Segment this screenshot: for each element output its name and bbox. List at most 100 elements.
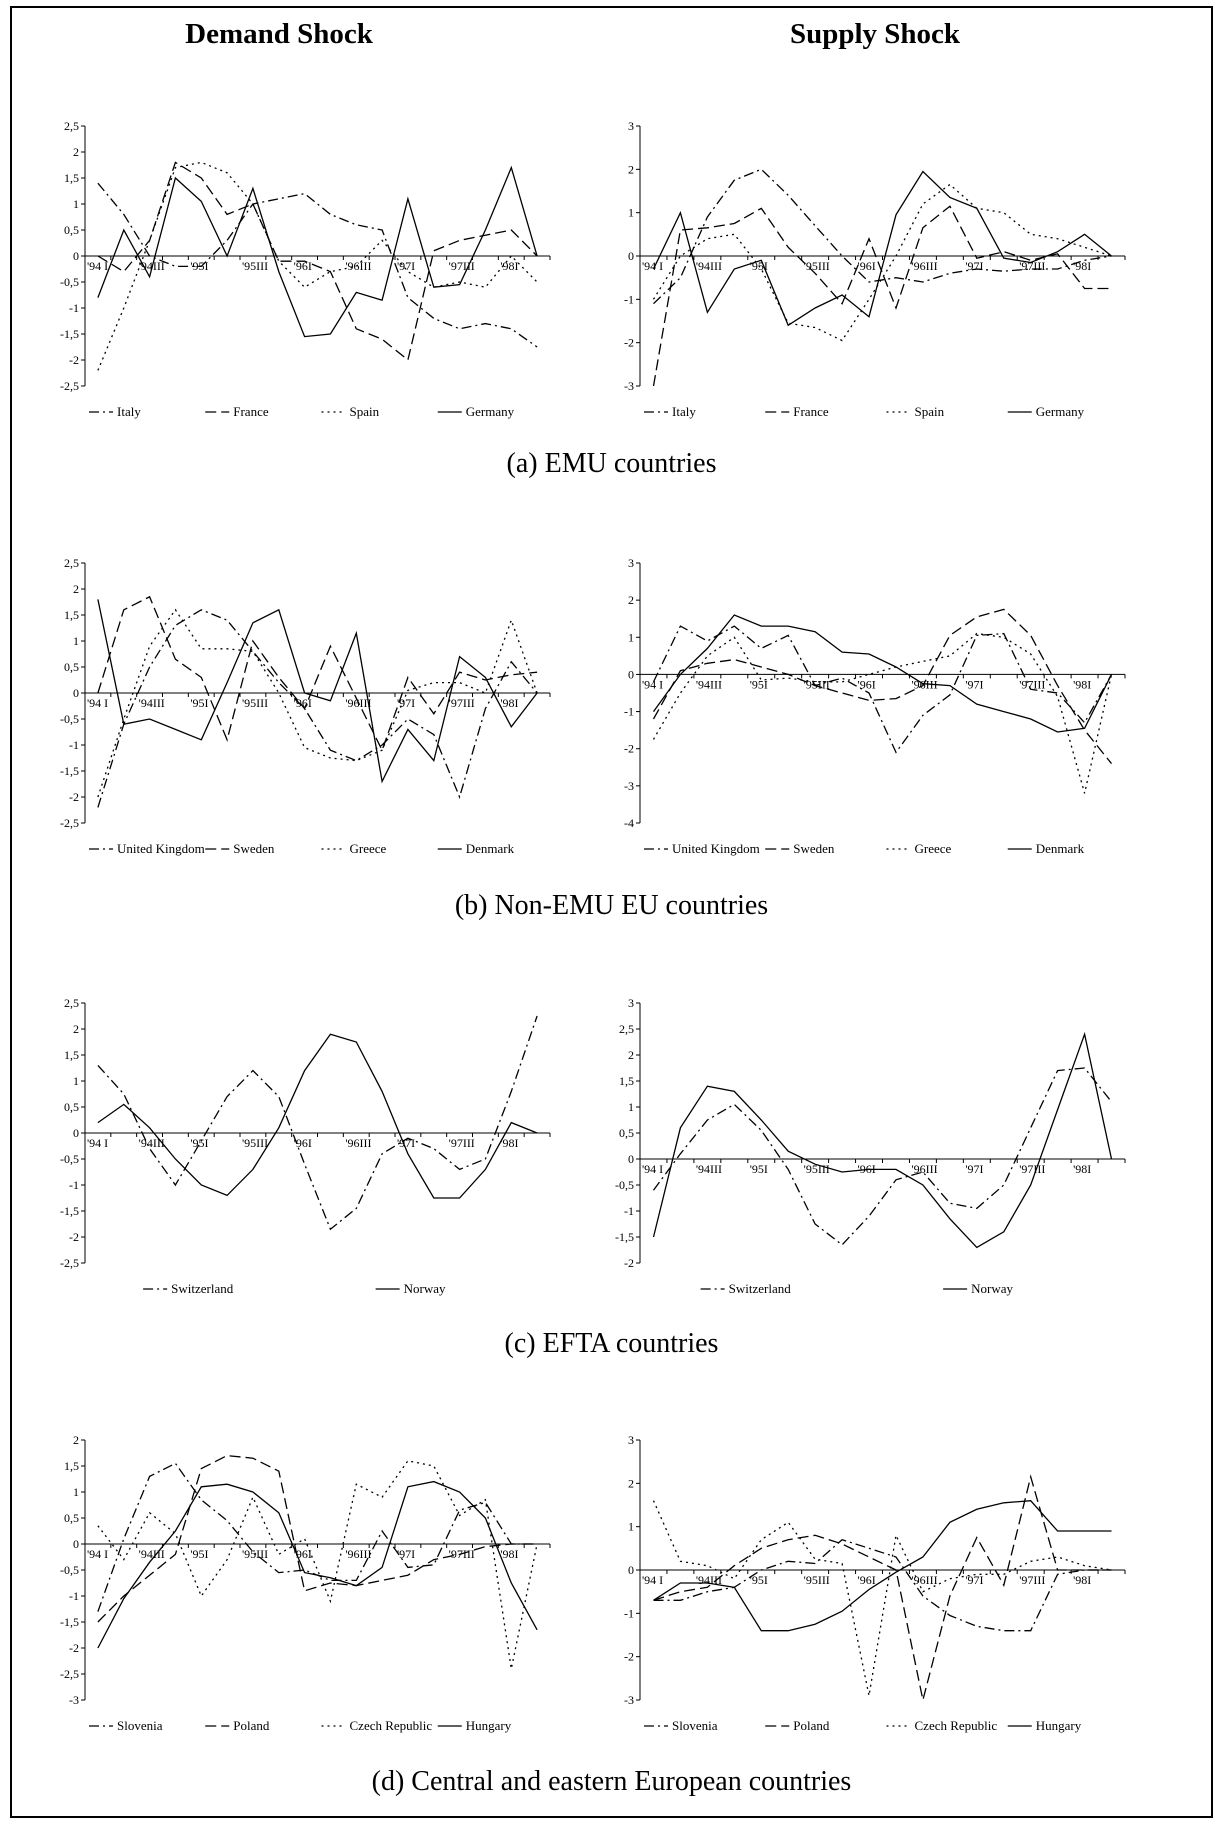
x-tick-label: '96I [294, 1136, 312, 1150]
x-tick-label: '98I [1073, 1162, 1091, 1176]
chart-efta-demand: 2,5 2 1,5 1 0,5 0 -0,5 -1 -1,5 -2 -2,5 '94 I '94III '… [60, 996, 551, 1296]
chart-emu-demand: 2,521,510,50-0,5-1-1,5-2-2,5'94 I '94III '… [60, 119, 551, 419]
x-tick-label: '94 I [642, 1162, 663, 1176]
y-tick-label: 2,5 [619, 1022, 634, 1036]
y-tick-label: 0 [628, 1563, 634, 1577]
y-tick-label: 2 [73, 145, 79, 159]
x-tick-label: '98I [1073, 1573, 1091, 1587]
y-tick-label: -0,5 [60, 1152, 79, 1166]
y-tick-label: 0,5 [64, 1100, 79, 1114]
x-tick-label: '98I [500, 259, 518, 273]
series-line-sweden [97, 595, 538, 752]
y-tick-label: -0,5 [60, 275, 79, 289]
y-tick-label: 0 [73, 1537, 79, 1551]
y-tick-label: 1 [628, 1100, 634, 1114]
x-tick-label: '98I [1073, 259, 1091, 273]
supply-shock-header: Supply Shock [789, 18, 961, 50]
series-line-slovenia [653, 1538, 1112, 1632]
y-tick-label: -3 [624, 1693, 634, 1707]
y-tick-label: -1 [69, 1178, 79, 1192]
series-line-poland [653, 1474, 1112, 1701]
y-tick-label: -2 [624, 742, 634, 756]
y-tick-label: 1 [628, 630, 634, 644]
demand-shock-header: Demand Shock [185, 18, 373, 50]
x-tick-label: '94III [139, 696, 165, 710]
y-tick-label: -2,5 [60, 1256, 79, 1270]
series-line-sweden [652, 608, 1113, 765]
x-tick-label: '97III [1019, 1162, 1045, 1176]
y-tick-label: 2 [73, 582, 79, 596]
x-tick-label: '95I [190, 696, 208, 710]
y-tick-label: 1 [628, 206, 634, 220]
y-tick-label: -1,5 [60, 764, 79, 778]
x-tick-label: '97III [1019, 677, 1045, 691]
legend-label-sweden: Sweden [233, 841, 275, 856]
legend-label-denmark: Denmark [1036, 841, 1085, 856]
y-tick-label: 2 [73, 1433, 79, 1447]
x-tick-label: '95III [242, 259, 268, 273]
y-tick-label: 2 [73, 1022, 79, 1036]
legend-label-poland: Poland [793, 1718, 830, 1733]
y-tick-label: -2,5 [60, 1667, 79, 1681]
y-tick-label: 2,5 [64, 996, 79, 1010]
series-line-norway [97, 1033, 538, 1199]
legend-label-greece: Greece [350, 841, 387, 856]
y-tick-label: -0,5 [60, 712, 79, 726]
series-line-germany [97, 165, 538, 338]
x-tick-label: '97I [965, 1162, 983, 1176]
legend-label-france: France [233, 404, 269, 419]
y-tick-label: -1 [69, 738, 79, 752]
y-tick-label: 0 [628, 1152, 634, 1166]
x-tick-label: '95I [750, 1162, 768, 1176]
caption-non-emu: (b) Non-EMU EU countries [454, 890, 769, 921]
x-tick-label: '95III [804, 677, 830, 691]
x-tick-label: '96I [858, 1573, 876, 1587]
caption-cee: (d) Central and eastern European countri… [371, 1766, 852, 1797]
series-line-poland [97, 1454, 538, 1623]
x-tick-label: '94 I [87, 1136, 108, 1150]
legend-label-slovenia: Slovenia [672, 1718, 718, 1733]
legend-label-hungary: Hungary [466, 1718, 512, 1733]
y-tick-label: -2 [624, 1256, 634, 1270]
x-tick-label: '94III [696, 259, 722, 273]
y-tick-label: -1,5 [60, 327, 79, 341]
y-tick-label: 1 [628, 1520, 634, 1534]
legend-label-czech-republic: Czech Republic [915, 1718, 998, 1733]
series-line-norway [652, 1031, 1113, 1249]
y-tick-label: 1,5 [64, 608, 79, 622]
y-tick-label: -1 [624, 1606, 634, 1620]
series-line-hungary [97, 1480, 538, 1649]
legend-label-france: France [793, 404, 829, 419]
chart-non-emu-demand: 2,5 2 1,5 1 0,5 0 -0,5 -1 -1,5 -2 -2,5 '94 I '94III '… [60, 556, 551, 856]
y-tick-label: 0 [73, 686, 79, 700]
legend-label-italy: Italy [672, 404, 696, 419]
y-tick-label: -0,5 [615, 1178, 634, 1192]
x-tick-label: '96III [345, 259, 371, 273]
series-line-italy [653, 168, 1112, 305]
legend-label-norway: Norway [971, 1281, 1013, 1296]
series-line-italy [97, 182, 538, 348]
x-tick-label: '94 I [87, 259, 108, 273]
legend-label-germany: Germany [1036, 404, 1085, 419]
x-tick-label: '97I [397, 1547, 415, 1561]
caption-efta: (c) EFTA countries [504, 1328, 719, 1359]
y-tick-label: -2 [624, 336, 634, 350]
x-tick-label: '96III [345, 1136, 371, 1150]
legend-label-denmark: Denmark [466, 841, 515, 856]
y-tick-label: -1,5 [615, 1230, 634, 1244]
x-tick-label: '95III [804, 1162, 830, 1176]
y-tick-label: 1 [73, 634, 79, 648]
y-tick-label: -2 [624, 1650, 634, 1664]
y-tick-label: 0 [73, 249, 79, 263]
y-tick-label: 0 [628, 667, 634, 681]
series-line-greece [652, 632, 1113, 794]
y-tick-label: 2 [628, 593, 634, 607]
legend-label-spain: Spain [915, 404, 945, 419]
y-tick-label: 2 [628, 162, 634, 176]
x-tick-label: '96III [345, 1547, 371, 1561]
y-tick-label: 1,5 [619, 1074, 634, 1088]
y-tick-label: 1 [73, 197, 79, 211]
x-tick-label: '96I [294, 696, 312, 710]
x-tick-label: '94 I [642, 259, 663, 273]
